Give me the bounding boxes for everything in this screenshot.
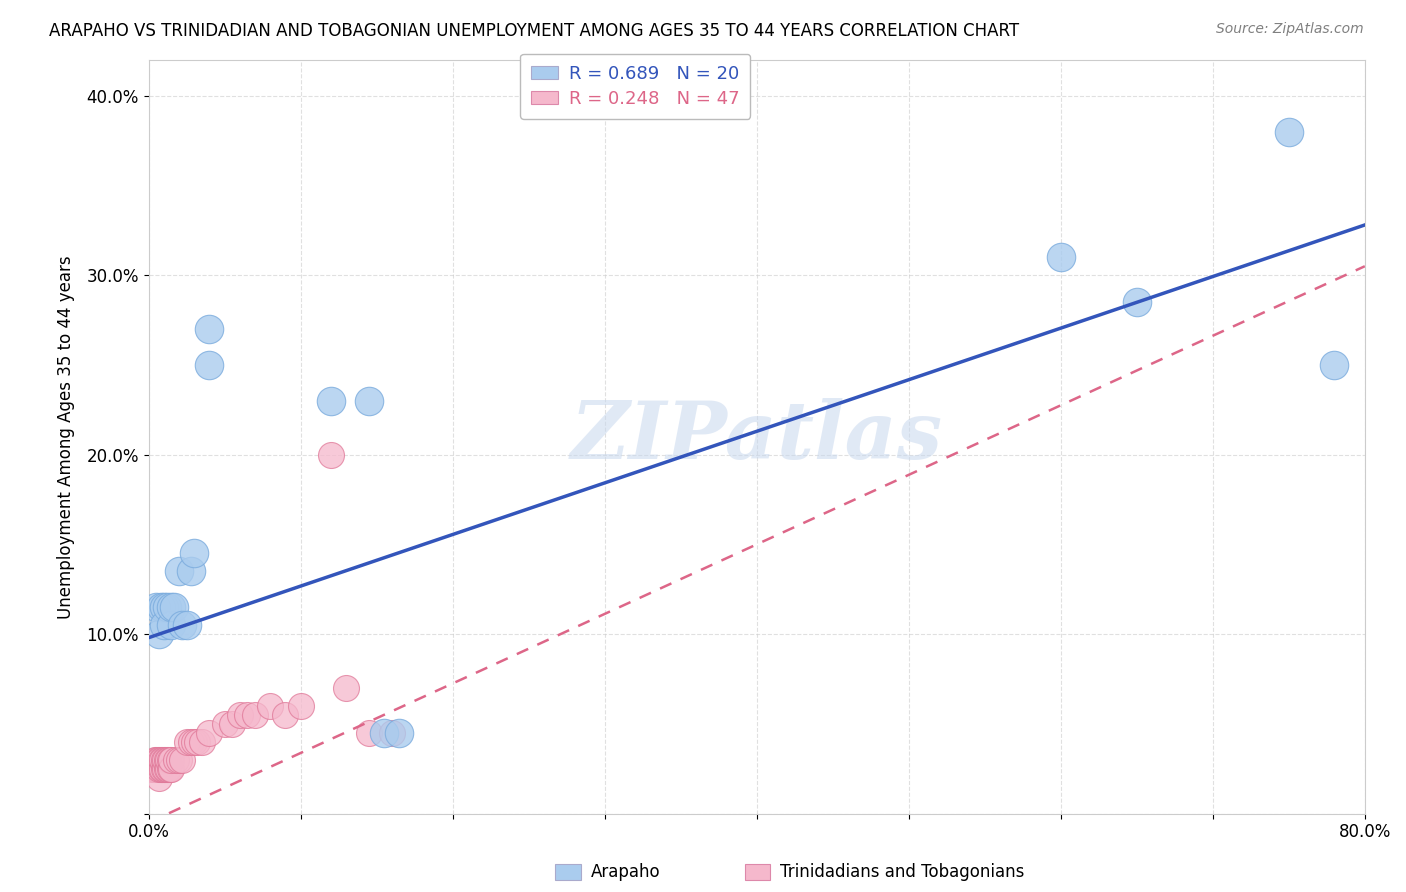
Point — [148, 771, 170, 785]
Point — [145, 762, 167, 776]
Point — [183, 546, 205, 560]
Point — [155, 753, 177, 767]
Point — [146, 753, 169, 767]
Point — [152, 600, 174, 615]
Legend: R = 0.689   N = 20, R = 0.248   N = 47: R = 0.689 N = 20, R = 0.248 N = 47 — [520, 54, 751, 119]
Point — [180, 564, 202, 578]
Point — [163, 600, 186, 615]
Point — [167, 564, 190, 578]
Point — [152, 618, 174, 632]
Point — [198, 358, 221, 372]
Point — [145, 753, 167, 767]
Point — [274, 707, 297, 722]
Point — [143, 762, 166, 776]
Point — [236, 707, 259, 722]
Point — [190, 735, 212, 749]
Point — [176, 735, 198, 749]
Point — [1323, 358, 1346, 372]
Point — [160, 762, 183, 776]
Point — [170, 753, 193, 767]
Point — [183, 735, 205, 749]
Point — [186, 735, 208, 749]
Point — [146, 762, 169, 776]
Point — [1049, 250, 1071, 264]
Point — [157, 762, 180, 776]
Point — [176, 618, 198, 632]
Point — [243, 707, 266, 722]
Point — [145, 600, 167, 615]
Point — [148, 762, 170, 776]
Point — [143, 753, 166, 767]
Point — [198, 322, 221, 336]
Point — [142, 762, 165, 776]
Point — [180, 735, 202, 749]
Text: ARAPAHO VS TRINIDADIAN AND TOBAGONIAN UNEMPLOYMENT AMONG AGES 35 TO 44 YEARS COR: ARAPAHO VS TRINIDADIAN AND TOBAGONIAN UN… — [49, 22, 1019, 40]
Point — [159, 753, 181, 767]
Point — [1126, 295, 1149, 310]
Y-axis label: Unemployment Among Ages 35 to 44 years: Unemployment Among Ages 35 to 44 years — [58, 255, 75, 618]
Point — [152, 753, 174, 767]
Point — [170, 618, 193, 632]
Point — [156, 762, 179, 776]
Point — [198, 726, 221, 740]
Point — [229, 707, 252, 722]
Point — [381, 726, 404, 740]
Point — [1278, 125, 1301, 139]
Point — [160, 600, 183, 615]
Point — [319, 448, 342, 462]
Point — [150, 762, 173, 776]
Point — [159, 762, 181, 776]
Point — [214, 717, 236, 731]
Point — [148, 753, 170, 767]
Point — [149, 762, 172, 776]
Point — [157, 753, 180, 767]
Point — [156, 753, 179, 767]
Point — [156, 600, 179, 615]
Point — [160, 618, 183, 632]
Point — [335, 681, 357, 695]
Point — [167, 753, 190, 767]
Text: ZIPatlas: ZIPatlas — [571, 398, 943, 475]
Point — [152, 762, 174, 776]
Point — [357, 393, 380, 408]
Text: Trinidadians and Tobagonians: Trinidadians and Tobagonians — [780, 863, 1025, 881]
Text: Arapaho: Arapaho — [591, 863, 661, 881]
Point — [221, 717, 243, 731]
Point — [259, 698, 281, 713]
Point — [155, 762, 177, 776]
Point — [357, 726, 380, 740]
Point — [149, 600, 172, 615]
Point — [290, 698, 312, 713]
Point — [148, 627, 170, 641]
Point — [150, 753, 173, 767]
Point — [141, 762, 163, 776]
Point — [373, 726, 395, 740]
Point — [165, 753, 187, 767]
Text: Source: ZipAtlas.com: Source: ZipAtlas.com — [1216, 22, 1364, 37]
Point — [149, 753, 172, 767]
Point — [160, 753, 183, 767]
Point — [388, 726, 411, 740]
Point — [319, 393, 342, 408]
